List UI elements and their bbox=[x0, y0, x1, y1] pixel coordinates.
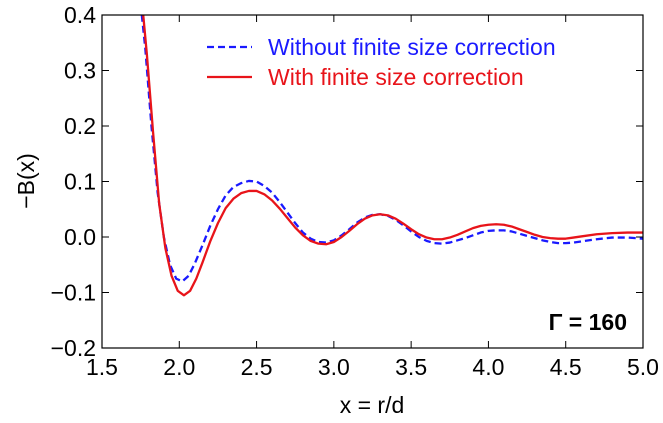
series-line-with-correction bbox=[142, 15, 643, 297]
x-tick-label: 5.0 bbox=[627, 354, 659, 380]
legend-label-with-correction: With finite size correction bbox=[268, 64, 524, 90]
y-tick-label: 0.1 bbox=[64, 169, 96, 195]
x-axis-title: x = r/d bbox=[340, 392, 405, 418]
y-tick-label: −0.2 bbox=[51, 335, 96, 361]
y-axis-title: −B(x) bbox=[13, 153, 39, 209]
ticks-layer: 1.5 2.0 2.5 3.0 3.5 4.0 4.5 5.0 −0.2 −0.1 0.0 0.1 0.… bbox=[51, 2, 659, 380]
x-tick-label: 3.0 bbox=[318, 354, 350, 380]
y-tick-label: 0.2 bbox=[64, 113, 96, 139]
gamma-annotation: Γ = 160 bbox=[549, 309, 627, 335]
y-tick-label: 0.4 bbox=[64, 2, 96, 28]
series-layer bbox=[140, 15, 643, 297]
legend: Without finite size correction With fini… bbox=[207, 34, 556, 90]
x-tick-label: 2.0 bbox=[163, 354, 195, 380]
x-tick-label: 1.5 bbox=[86, 354, 118, 380]
x-tick-label: 4.5 bbox=[550, 354, 582, 380]
y-tick-label: 0.0 bbox=[64, 224, 96, 250]
x-tick-label: 4.0 bbox=[472, 354, 504, 380]
y-tick-label: 0.3 bbox=[64, 58, 96, 84]
legend-label-without-correction: Without finite size correction bbox=[268, 34, 556, 60]
y-tick-label: −0.1 bbox=[51, 280, 96, 306]
x-tick-label: 3.5 bbox=[395, 354, 427, 380]
x-tick-label: 2.5 bbox=[241, 354, 273, 380]
